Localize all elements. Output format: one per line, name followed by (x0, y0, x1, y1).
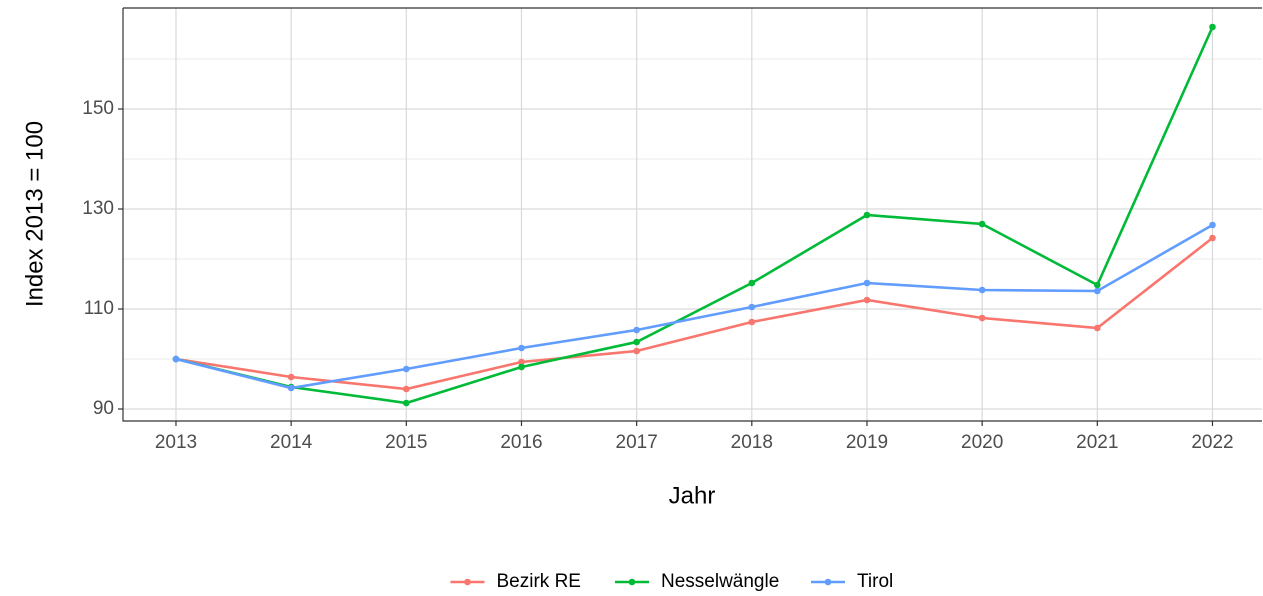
point (518, 358, 525, 366)
point (748, 303, 756, 311)
legend-label: Bezirk RE (497, 571, 581, 592)
x-tick-label: 2016 (500, 432, 542, 453)
point (633, 326, 640, 334)
legend-key-point (824, 578, 832, 586)
point (518, 363, 525, 371)
x-tick-label: 2020 (961, 432, 1003, 453)
point (1209, 221, 1216, 229)
point (748, 279, 756, 287)
legend-key-point (628, 578, 636, 586)
series-line (175, 26, 1214, 405)
point (863, 211, 871, 219)
point (172, 355, 180, 363)
point (978, 314, 986, 322)
point (978, 286, 986, 294)
legend: Bezirk RE Nesselwängle Tirol (450, 571, 893, 592)
point (863, 279, 871, 287)
point (403, 399, 410, 407)
point (1094, 324, 1101, 332)
x-tick-label: 2013 (155, 432, 197, 453)
panel-border (122, 7, 1262, 422)
x-axis-title: Jahr (669, 482, 716, 509)
point (403, 365, 410, 373)
point (1094, 287, 1101, 295)
legend-label: Tirol (857, 571, 893, 592)
point (863, 296, 871, 304)
legend-key-point (464, 578, 471, 586)
y-axis-title: Index 2013 = 100 (21, 121, 48, 307)
point (1209, 23, 1216, 31)
x-tick-label: 2018 (731, 432, 773, 453)
x-tick-label: 2021 (1076, 432, 1118, 453)
series-line (175, 223, 1214, 390)
point (978, 220, 986, 228)
y-tick-label: 110 (84, 298, 114, 319)
x-tick-label: 2014 (270, 432, 313, 453)
x-tick-label: 2017 (616, 432, 658, 453)
point (633, 338, 640, 346)
point (748, 318, 756, 326)
point (1094, 281, 1101, 289)
point (403, 385, 410, 393)
y-tick-label: 150 (82, 98, 114, 119)
series-line (175, 236, 1214, 391)
y-tick-label: 130 (82, 198, 114, 219)
x-tick-label: 2022 (1191, 432, 1233, 453)
point (633, 347, 640, 355)
x-tick-label: 2019 (846, 432, 888, 453)
point (287, 384, 295, 392)
point (518, 344, 525, 352)
x-tick-label: 2015 (385, 432, 427, 453)
y-tick-label: 90 (93, 398, 114, 419)
legend-label: Nesselwängle (661, 571, 779, 592)
point (1209, 234, 1216, 242)
point (287, 373, 295, 381)
